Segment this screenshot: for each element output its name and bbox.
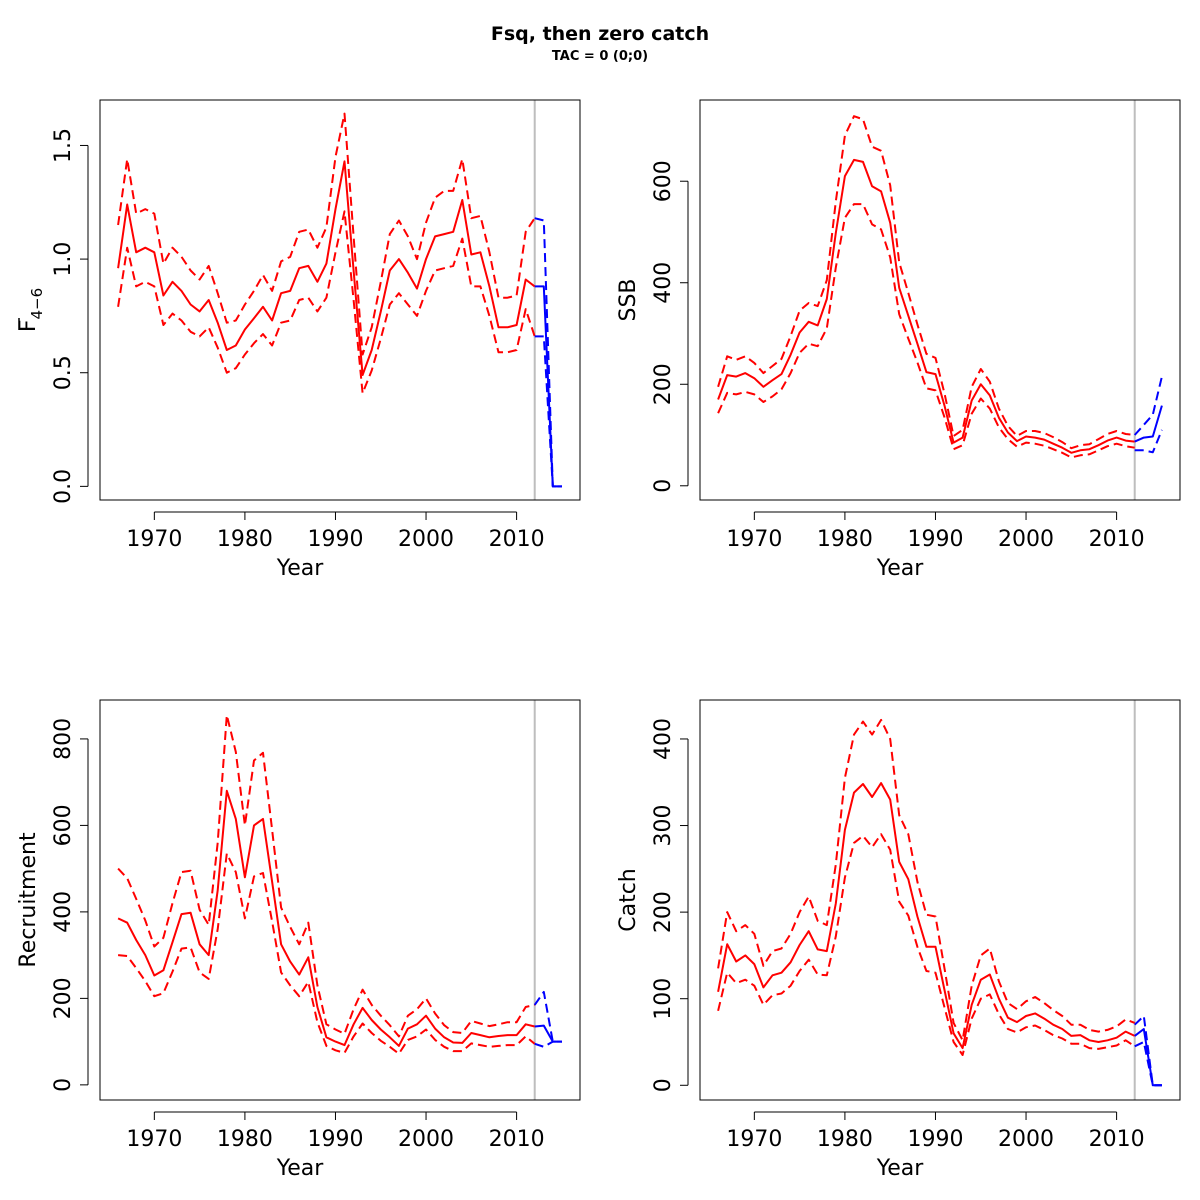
series-forecast-lower-line [1134,429,1163,454]
series-upper-line [717,115,1135,450]
series-estimate-line [717,158,1135,454]
x-tick-label: 1990 [907,1127,963,1152]
y-tick-label: 400 [51,891,76,933]
panels: 1970 1980 1990 2000 2010Year0.00.51.01.5F4−6… [16,99,1181,1181]
series-estimate-line [117,789,535,1047]
y-tick-label: 100 [651,978,676,1020]
y-tick-label: 300 [651,805,676,847]
y-tick-label: 0 [651,479,676,493]
series-lower-line [117,210,536,395]
x-tick-label: 1980 [217,527,273,552]
x-tick-label: 2000 [998,1127,1054,1152]
series-forecast-upper-line [533,990,562,1043]
series-estimate-line [117,160,536,376]
x-tick-label: 2010 [489,527,545,552]
x-tick-label: 1970 [726,527,782,552]
y-tick-label: 1.5 [51,128,76,163]
x-axis-label: Year [876,1156,925,1181]
x-tick-label: 2000 [998,527,1054,552]
x-tick-label: 2000 [398,1127,454,1152]
series-forecast-line [534,1024,562,1043]
x-tick-label: 1970 [726,1127,782,1152]
x-tick-label: 1980 [217,1127,273,1152]
y-axis-label: F4−6 [16,288,46,332]
series-forecast-line [1134,1028,1162,1087]
series-forecast-upper-line [1134,1015,1162,1087]
x-tick-label: 1970 [126,1127,182,1152]
y-tick-label: 400 [651,718,676,760]
series-forecast-upper-line [534,217,562,488]
x-axis-label: Year [276,556,325,581]
x-axis-label: Year [876,556,925,581]
x-tick-label: 1980 [817,1127,873,1152]
y-tick-label: 0 [51,1078,76,1092]
series-forecast-lower-line [1134,1041,1162,1087]
panel-bottom-right: 1970 1980 1990 2000 2010 Year 0 100 200 300 400 Cat… [616,699,1181,1181]
x-tick-label: 2000 [398,527,454,552]
y-tick-label: 1.0 [51,242,76,277]
series-lower-line [118,852,536,1055]
series-forecast-lower-line [534,1040,562,1048]
series-upper-line [117,112,536,356]
series-forecast-lower-line [534,335,562,488]
panel-top-left: 1970 1980 1990 2000 2010 Year 0.0 0.5 1.0 1.5 F4−6 [16,99,581,581]
y-tick-label: 200 [651,891,676,933]
x-tick-label: 1970 [126,527,182,552]
y-axis-label: SSB [616,278,641,321]
series-lower-line [717,203,1135,459]
y-tick-label: 0.5 [51,355,76,390]
x-tick-label: 1990 [307,1127,363,1152]
x-tick-label: 2010 [1089,527,1145,552]
x-tick-label: 1980 [817,527,873,552]
y-tick-label: 0.0 [51,469,76,504]
y-tick-label: 200 [651,363,676,405]
y-tick-label: 600 [51,804,76,846]
y-axis-label: Recruitment [16,832,41,968]
x-axis-label: Year [276,1156,325,1181]
plot-frame [699,699,1181,1101]
plot-frame [99,99,581,501]
y-tick-label: 200 [51,977,76,1019]
y-tick-label: 800 [51,718,76,760]
series-forecast-line [1134,405,1163,443]
x-tick-label: 2010 [489,1127,545,1152]
series-upper-line [717,718,1136,1042]
y-tick-label: 400 [651,262,676,304]
y-axis-label-main: F [16,320,41,333]
series-upper-line [117,714,535,1038]
x-tick-label: 1990 [907,527,963,552]
series-lower-line [717,833,1136,1056]
y-tick-label: 0 [651,1078,676,1092]
figure-title: Fsq, then zero catch [491,23,709,45]
y-axis-label: Catch [616,868,641,932]
series-forecast-line [534,285,562,488]
y-tick-label: 600 [651,160,676,202]
x-tick-label: 2010 [1089,1127,1145,1152]
x-tick-label: 1990 [307,527,363,552]
panel-top-right: 1970 1980 1990 2000 2010 Year 0 200 400 600 SSB [616,99,1181,581]
plot-frame [99,699,581,1101]
series-forecast-upper-line [1133,376,1163,436]
panel-bottom-left: 1970 1980 1990 2000 2010 Year 0 200 400 600 800 Rec… [16,699,581,1181]
plot-frame [699,99,1181,501]
figure-subtitle: TAC = 0 (0;0) [552,49,648,64]
y-axis-label-subscript: 4−6 [28,288,46,320]
series-estimate-line [717,782,1136,1050]
